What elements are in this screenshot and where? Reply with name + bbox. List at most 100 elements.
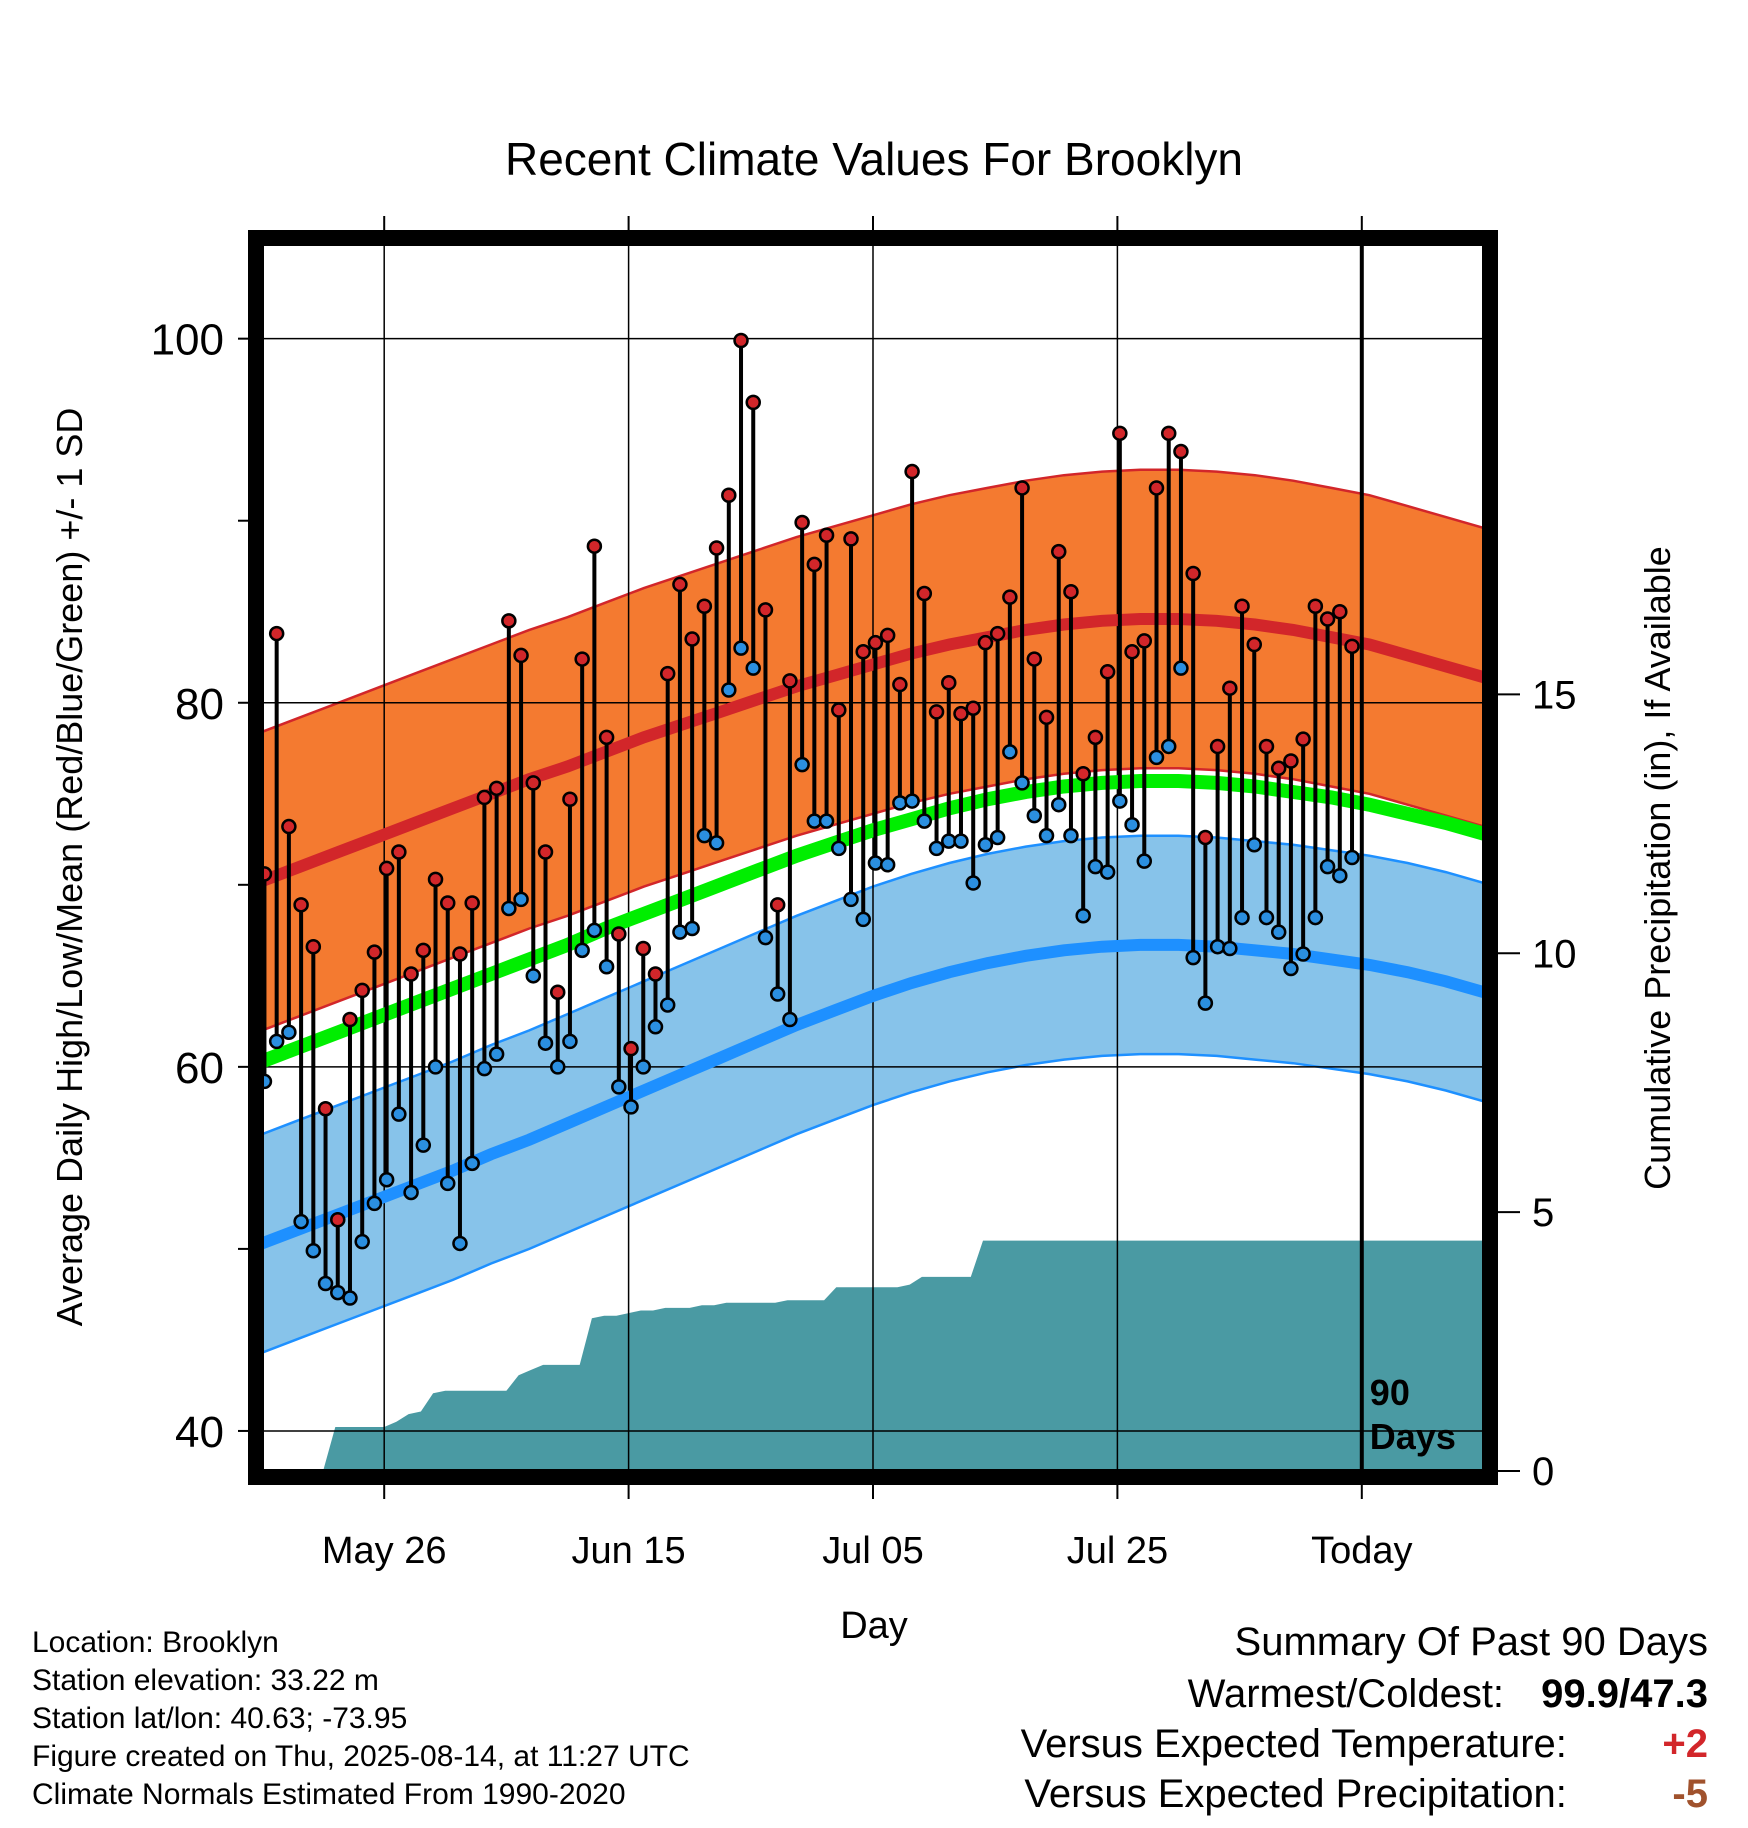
- daily-low-point-55: [916, 813, 933, 829]
- daily-high-point-80: [1222, 680, 1238, 696]
- daily-high-point-19: [476, 789, 493, 806]
- daily-low-point-50: [855, 911, 871, 928]
- daily-low-point-10: [366, 1195, 383, 1212]
- daily-low-point-22: [513, 891, 529, 908]
- temp-label: Versus Expected Temperature:: [1020, 1722, 1567, 1766]
- daily-low-point-68: [1075, 908, 1091, 924]
- daily-low-point-33: [647, 1019, 664, 1035]
- daily-high-point-66: [1050, 543, 1067, 560]
- daily-high-point-1: [262, 866, 273, 882]
- daily-low-point-17: [452, 1235, 468, 1252]
- daily-low-point-70: [1099, 864, 1116, 880]
- daily-low-point-23: [525, 968, 542, 984]
- daily-high-point-72: [1124, 644, 1140, 660]
- summary-warmest-coldest: Warmest/Coldest: 99.9/47.3: [1188, 1672, 1708, 1717]
- daily-low-point-24: [537, 1035, 554, 1051]
- daily-low-point-45: [794, 756, 810, 773]
- daily-high-point-68: [1075, 766, 1091, 782]
- daily-low-point-42: [757, 929, 774, 946]
- daily-low-point-41: [745, 660, 761, 676]
- daily-high-point-75: [1160, 425, 1177, 442]
- daily-high-point-17: [452, 946, 468, 962]
- summary-precip: Versus Expected Precipitation: -5: [1024, 1772, 1708, 1817]
- daily-high-point-37: [696, 598, 713, 615]
- daily-high-point-55: [916, 585, 933, 602]
- daily-low-point-29: [598, 958, 615, 975]
- plot-frame: [248, 230, 1498, 1485]
- daily-high-point-50: [855, 644, 871, 660]
- daily-low-point-62: [1002, 744, 1018, 760]
- daily-high-point-36: [684, 631, 700, 647]
- chart-title: Recent Climate Values For Brooklyn: [505, 133, 1243, 185]
- daily-low-point-39: [721, 682, 737, 698]
- y2-tick-label-15: 15: [1532, 673, 1577, 717]
- daily-low-point-81: [1234, 909, 1250, 926]
- daily-high-point-3: [281, 818, 297, 835]
- daily-low-point-72: [1124, 816, 1140, 833]
- daily-low-point-44: [782, 1011, 798, 1028]
- location-text: Location: Brooklyn: [32, 1626, 279, 1659]
- x-axis-label: Day: [840, 1605, 908, 1647]
- daily-low-point-25: [549, 1059, 566, 1075]
- daily-low-point-66: [1050, 796, 1067, 813]
- daily-high-point-14: [415, 942, 432, 959]
- daily-low-point-56: [928, 840, 945, 857]
- y-tick-label-40: 40: [175, 1408, 224, 1457]
- latlon-text: Station lat/lon: 40.63; -73.95: [32, 1702, 408, 1735]
- daily-low-point-27: [574, 942, 590, 959]
- normals-text: Climate Normals Estimated From 1990-2020: [32, 1778, 626, 1811]
- daily-high-point-40: [733, 332, 749, 349]
- daily-low-point-6: [317, 1275, 334, 1292]
- daily-high-point-4: [293, 897, 309, 913]
- daily-low-point-69: [1087, 858, 1104, 875]
- daily-low-point-5: [305, 1242, 322, 1259]
- daily-low-point-59: [965, 875, 981, 891]
- daily-high-point-49: [843, 531, 859, 547]
- daily-low-point-30: [611, 1079, 627, 1095]
- daily-low-point-14: [415, 1137, 432, 1153]
- elevation-text: Station elevation: 33.22 m: [32, 1664, 379, 1697]
- daily-high-point-27: [574, 651, 590, 667]
- daily-low-point-86: [1295, 946, 1311, 962]
- daily-low-point-63: [1014, 775, 1030, 791]
- daily-low-point-83: [1258, 909, 1275, 926]
- warmest-coldest-label: Warmest/Coldest:: [1187, 1672, 1505, 1716]
- daily-high-point-82: [1246, 636, 1263, 653]
- daily-high-point-88: [1319, 611, 1336, 627]
- daily-high-point-15: [427, 871, 444, 888]
- summary-title: Summary Of Past 90 Days: [1234, 1620, 1708, 1664]
- daily-high-point-6: [317, 1100, 334, 1117]
- daily-low-point-52: [879, 857, 896, 873]
- daily-high-point-43: [769, 897, 786, 913]
- daily-low-point-12: [391, 1106, 407, 1122]
- daily-high-point-81: [1234, 598, 1250, 615]
- daily-high-point-26: [562, 791, 578, 807]
- daily-low-point-89: [1332, 867, 1348, 884]
- daily-high-point-39: [721, 487, 737, 503]
- y-tick-label-80: 80: [175, 680, 224, 729]
- daily-low-point-2: [268, 1033, 285, 1050]
- y2-tick-label-10: 10: [1532, 932, 1577, 976]
- daily-high-point-11: [378, 860, 395, 877]
- daily-high-point-53: [892, 676, 908, 693]
- daily-low-point-53: [892, 795, 908, 811]
- daily-low-point-85: [1283, 960, 1299, 977]
- daily-low-point-74: [1148, 749, 1165, 766]
- daily-high-point-70: [1099, 664, 1116, 680]
- daily-high-point-31: [623, 1040, 639, 1057]
- daily-high-point-42: [757, 602, 774, 618]
- daily-low-point-3: [281, 1024, 297, 1041]
- daily-high-point-41: [745, 394, 761, 411]
- station-info: Location: Brooklyn Station elevation: 33…: [32, 1624, 690, 1814]
- daily-high-point-83: [1258, 738, 1275, 755]
- daily-high-point-65: [1038, 709, 1055, 726]
- daily-high-point-2: [268, 625, 285, 642]
- daily-high-point-78: [1197, 829, 1214, 846]
- daily-high-point-44: [782, 673, 798, 689]
- daily-low-point-67: [1063, 827, 1079, 844]
- daily-low-point-84: [1270, 924, 1287, 940]
- temp-value: +2: [1662, 1722, 1708, 1766]
